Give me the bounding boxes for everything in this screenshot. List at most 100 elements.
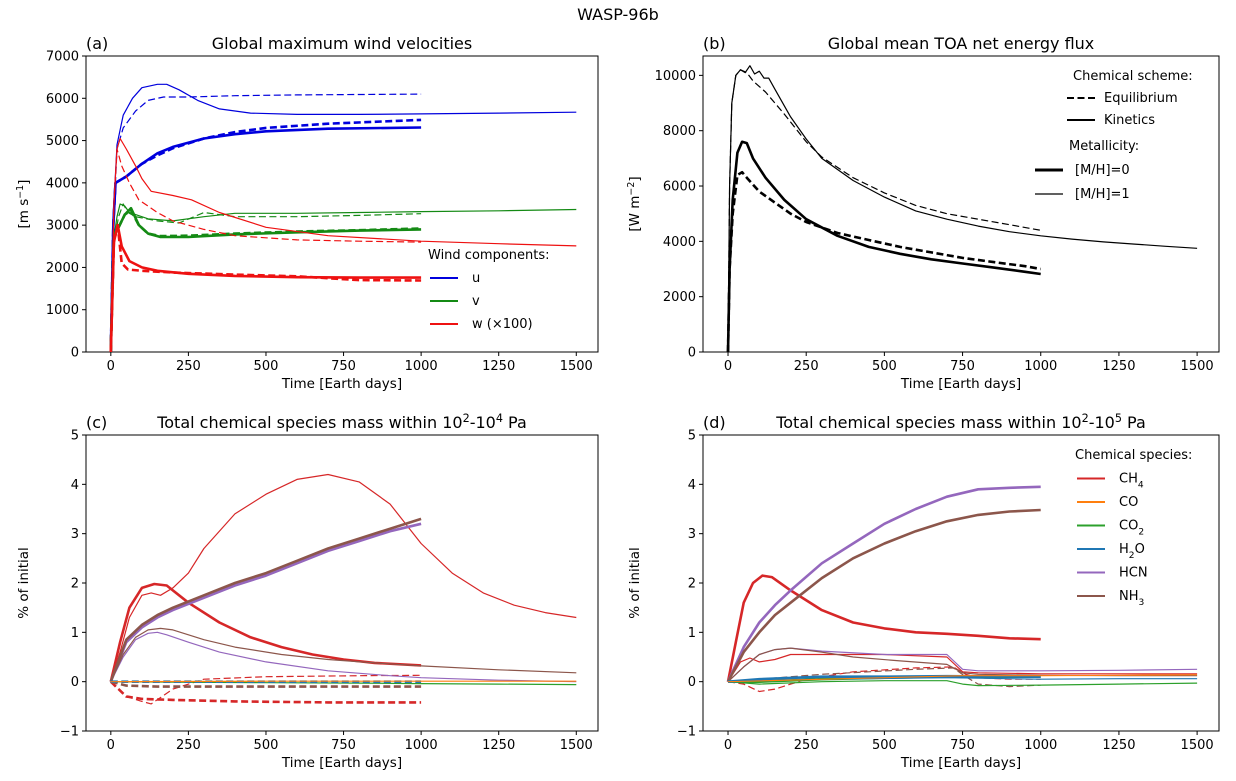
panel-label: (a)	[86, 34, 108, 53]
y-tick-label: 3	[71, 527, 79, 542]
y-tick-label: 0	[71, 346, 79, 361]
panel-title: Total chemical species mass within 102-1…	[156, 412, 527, 433]
x-tick-label: 1250	[482, 738, 515, 753]
series-line-nh3-solid	[109, 517, 422, 683]
panel-b: 0 250 500 750 1000 1250 1500 0 2000 4000 6000 8000 1…	[626, 34, 1220, 392]
legend-label: HCN	[1119, 566, 1148, 581]
series-line-nh3-solid	[110, 627, 577, 682]
series-line-hcn-solid	[109, 522, 422, 683]
legend-label: H2O	[1119, 542, 1145, 561]
y-tick-label: 2000	[663, 290, 696, 305]
legend-label: CO2	[1119, 519, 1144, 538]
series-line-black-solid	[727, 65, 1198, 352]
y-tick-label: 3000	[46, 219, 79, 234]
series-line-v-dashed	[110, 203, 422, 352]
x-axis-label: Time [Earth days]	[281, 755, 402, 771]
series-line-u-solid	[109, 126, 422, 352]
series-line-black-solid	[726, 140, 1041, 352]
axes-frame	[702, 55, 1220, 353]
y-tick-label: 10000	[655, 69, 696, 84]
legend-label: u	[472, 271, 480, 286]
x-tick-label: 0	[724, 738, 732, 753]
y-tick-label: 5	[71, 429, 79, 444]
y-tick-label: 0	[688, 346, 696, 361]
series-line-co-solid	[110, 680, 577, 683]
y-tick-label: 0	[71, 675, 79, 690]
panel-title: Total chemical species mass within 102-1…	[775, 412, 1146, 433]
series-line-hcn-solid	[726, 485, 1041, 683]
legend: Chemical scheme: Equilibrium Kinetics Metal…	[1035, 69, 1193, 202]
x-tick-label: 1500	[560, 359, 593, 374]
panel-a: 0 250 500 750 1000 1250 1500 0 1000 2000 3000 4000 5…	[15, 34, 599, 392]
panel-label: (c)	[86, 413, 107, 432]
panel-title: Global maximum wind velocities	[212, 34, 472, 53]
y-axis-label: % of initial	[627, 547, 643, 619]
x-tick-label: 500	[872, 359, 897, 374]
x-tick-label: 500	[254, 359, 279, 374]
legend-label: w (×100)	[472, 317, 533, 332]
axes-frame	[85, 55, 599, 353]
panels: 0 250 500 750 1000 1250 1500010002000300040005…	[15, 34, 1220, 771]
y-tick-label: 4	[71, 478, 79, 493]
x-tick-label: 250	[176, 738, 201, 753]
legend-title: Chemical species:	[1075, 448, 1192, 463]
series-line-ch4-dashed	[727, 666, 1041, 693]
x-tick-label: 1500	[1181, 738, 1214, 753]
series-line-u-dashed	[110, 93, 422, 352]
y-tick-label: 4000	[46, 176, 79, 191]
x-tick-label: 500	[872, 738, 897, 753]
y-tick-label: 6000	[46, 92, 79, 107]
y-axis-label: [m s−1]	[15, 180, 33, 229]
x-tick-label: 1000	[405, 738, 438, 753]
legend-title: Chemical scheme:	[1073, 69, 1193, 84]
y-tick-label: 4	[688, 478, 696, 493]
x-tick-label: 750	[950, 738, 975, 753]
y-tick-label: 8000	[663, 124, 696, 139]
series-line-w-solid	[109, 223, 422, 352]
series-line-nh3-solid	[726, 508, 1041, 683]
series-line-black-dashed	[726, 170, 1041, 352]
legend-label: CO	[1119, 495, 1138, 510]
series-line-w-dashed	[109, 223, 422, 352]
legend-label: CH4	[1119, 472, 1144, 491]
y-tick-label: 0	[688, 675, 696, 690]
series-line-ch4-solid	[109, 582, 422, 682]
series-line-nh3-dashed	[110, 680, 422, 688]
y-tick-label: 5	[688, 429, 696, 444]
series-line-ch4-solid	[726, 574, 1041, 682]
legend-label: v	[472, 294, 480, 309]
x-tick-label: 250	[794, 738, 819, 753]
y-tick-label: 4000	[663, 235, 696, 250]
series-lines	[109, 473, 577, 705]
series-line-w-dashed	[110, 148, 422, 352]
legend-label: [M/H]=0	[1075, 163, 1130, 178]
x-axis-label: Time [Earth days]	[900, 376, 1021, 392]
series-line-co2-solid	[110, 681, 577, 686]
series-line-w-solid	[110, 137, 577, 352]
x-tick-label: 1000	[1024, 359, 1057, 374]
legend-label: NH3	[1119, 589, 1145, 608]
y-tick-label: 7000	[46, 50, 79, 65]
x-tick-label: 0	[107, 359, 115, 374]
y-tick-label: 2	[71, 577, 79, 592]
x-tick-label: 1250	[1102, 738, 1135, 753]
x-tick-label: 0	[107, 738, 115, 753]
series-line-ch4-solid	[727, 653, 1198, 683]
legend-label: Equilibrium	[1104, 91, 1178, 106]
x-axis-label: Time [Earth days]	[281, 376, 402, 392]
x-tick-label: 1250	[482, 359, 515, 374]
y-tick-label: 5000	[46, 134, 79, 149]
y-tick-label: 1	[688, 626, 696, 641]
series-lines	[109, 83, 577, 352]
y-tick-label: −1	[60, 725, 79, 740]
y-tick-label: 1	[71, 626, 79, 641]
legend: Chemical species: CH4 CO CO2 H2O HCN NH3	[1075, 448, 1192, 608]
series-line-u-solid	[110, 83, 577, 352]
panel-d: 0 250 500 750 1000 1250 1500 −1 0 1 2 3 4 5 Time [Eart…	[627, 412, 1220, 771]
series-line-co2-solid	[727, 680, 1198, 687]
y-tick-label: 2	[688, 577, 696, 592]
legend-title: Wind components:	[428, 248, 550, 263]
series-lines	[726, 65, 1198, 352]
x-tick-label: 750	[331, 738, 356, 753]
